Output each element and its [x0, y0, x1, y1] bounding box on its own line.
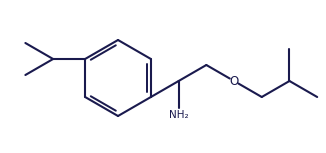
Text: O: O: [230, 75, 239, 88]
Text: NH₂: NH₂: [169, 110, 188, 120]
